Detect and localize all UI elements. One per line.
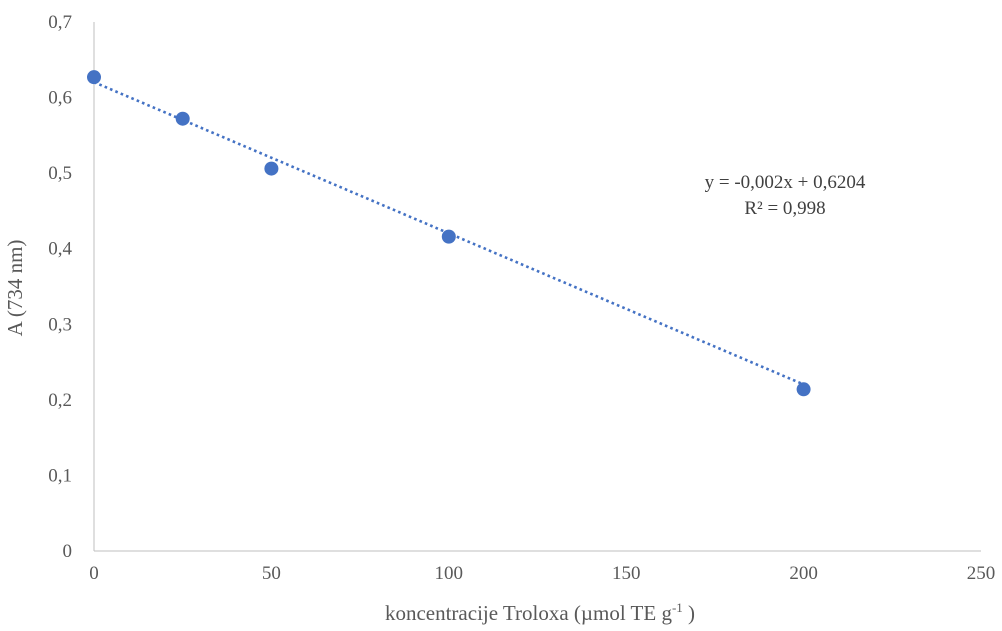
x-axis-title: koncentracije Troloxa (µmol TE g-1 ) [385,600,695,625]
y-axis-title: A (734 nm) [3,240,27,337]
x-tick-labels: 0 50 100 150 200 250 [89,563,995,584]
y-tick-label: 0,2 [48,390,72,411]
data-point [264,161,279,176]
x-tick-label: 0 [89,563,99,584]
x-axis-title-end: ) [683,601,695,625]
data-point [87,70,101,85]
y-tick-label: 0,6 [48,88,72,109]
data-points [87,70,811,397]
y-tick-label: 0,7 [48,12,72,33]
x-tick-label: 150 [612,563,641,584]
x-axis-title-superscript: -1 [672,600,683,615]
trendline-group [93,80,805,386]
x-tick-label: 50 [262,563,281,584]
x-tick-label: 200 [789,563,818,584]
x-tick-label: 250 [967,563,996,584]
y-tick-label: 0,1 [48,465,72,486]
x-axis-title-main: koncentracije Troloxa (µmol TE g [385,601,672,625]
x-tick-label: 100 [435,563,464,584]
y-tick-label: 0,5 [48,163,72,184]
trendline [93,80,805,386]
data-point [796,382,811,397]
y-tick-labels: 0 0,1 0,2 0,3 0,4 0,5 0,6 0,7 [48,12,72,562]
r-squared-label: R² = 0,998 [744,198,825,219]
y-tick-label: 0,4 [48,239,72,260]
trendline-equation: y = -0,002x + 0,6204 [705,172,866,193]
axes [93,22,981,552]
y-tick-label: 0 [63,541,73,562]
data-point [441,229,456,244]
y-tick-label: 0,3 [48,314,72,335]
data-point [175,111,190,126]
